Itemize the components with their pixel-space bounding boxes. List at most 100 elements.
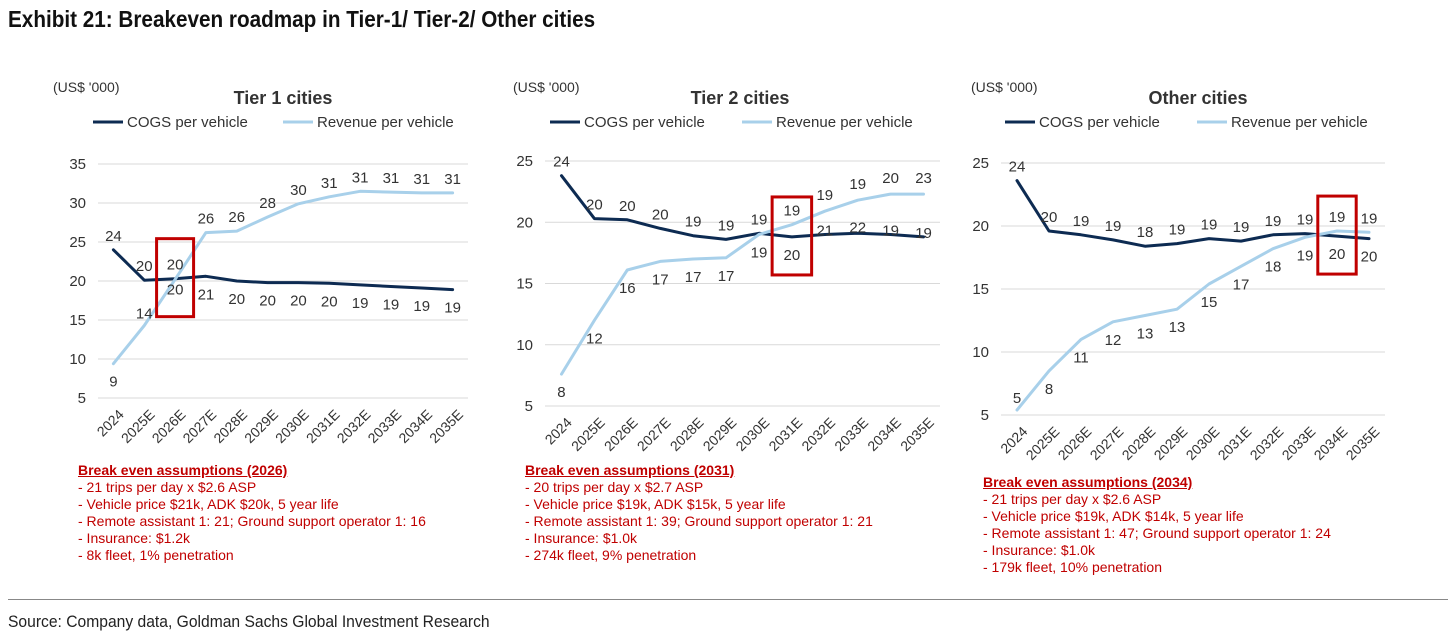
chart-panel-tier2: (US$ '000) Tier 2 cities COGS per vehicle R… bbox=[505, 60, 975, 580]
series-line-cogs bbox=[1015, 179, 1371, 248]
assumption-line: - 8k fleet, 1% penetration bbox=[78, 547, 234, 563]
chart-title: Tier 1 cities bbox=[234, 88, 333, 108]
data-label-revenue: 13 bbox=[1169, 319, 1186, 336]
y-tick-label: 20 bbox=[516, 214, 533, 231]
legend-label-cogs: COGS per vehicle bbox=[1039, 114, 1160, 131]
legend-label-revenue: Revenue per vehicle bbox=[1231, 114, 1368, 131]
data-label-cogs: 20 bbox=[1361, 249, 1378, 266]
x-tick-label: 2032E bbox=[1247, 423, 1287, 463]
data-label-cogs: 19 bbox=[444, 300, 461, 317]
assumption-line: - Remote assistant 1: 21; Ground support… bbox=[78, 513, 426, 529]
assumption-line: - Vehicle price $19k, ADK $14k, 5 year l… bbox=[983, 508, 1244, 524]
assumption-line: - Remote assistant 1: 39; Ground support… bbox=[525, 513, 873, 529]
assumptions-tier2: Break even assumptions (2031) - 20 trips… bbox=[525, 462, 873, 564]
x-tick-label: 2025E bbox=[118, 406, 158, 446]
x-tick-label: 2028E bbox=[1119, 423, 1159, 463]
x-tick-label: 2030E bbox=[272, 406, 312, 446]
assumption-line: - Insurance: $1.2k bbox=[78, 530, 191, 546]
data-label-revenue: 17 bbox=[1233, 276, 1250, 293]
data-label-cogs: 20 bbox=[586, 197, 603, 214]
x-tick-label: 2025E bbox=[1023, 423, 1063, 463]
data-label-cogs: 21 bbox=[816, 223, 833, 240]
x-tick-label: 2030E bbox=[1183, 423, 1223, 463]
data-label-revenue: 12 bbox=[1105, 332, 1122, 349]
x-tick-label: 2027E bbox=[1087, 423, 1127, 463]
assumptions-heading: Break even assumptions (2031) bbox=[525, 462, 735, 478]
legend-label-revenue: Revenue per vehicle bbox=[317, 114, 454, 131]
x-tick-label: 2026E bbox=[601, 414, 641, 454]
series-line-cogs bbox=[111, 248, 455, 292]
footer-divider bbox=[8, 599, 1448, 600]
x-tick-label: 2026E bbox=[149, 406, 189, 446]
data-label-revenue: 16 bbox=[619, 280, 636, 297]
data-label-cogs: 20 bbox=[1041, 209, 1058, 226]
x-tick-label: 2030E bbox=[732, 414, 772, 454]
unit-label: (US$ '000) bbox=[971, 79, 1037, 95]
data-label-cogs: 19 bbox=[1169, 222, 1186, 239]
x-tick-label: 2034E bbox=[864, 414, 904, 454]
x-tick-label: 2029E bbox=[241, 406, 281, 446]
x-tick-label: 2033E bbox=[831, 414, 871, 454]
data-label-revenue: 19 bbox=[1361, 210, 1378, 227]
y-tick-label: 5 bbox=[525, 398, 533, 415]
data-label-cogs: 20 bbox=[619, 198, 636, 215]
data-label-cogs: 18 bbox=[1137, 224, 1154, 241]
data-label-cogs: 20 bbox=[784, 247, 801, 264]
x-tick-label: 2034E bbox=[1311, 423, 1351, 463]
assumption-line: - 21 trips per day x $2.6 ASP bbox=[983, 491, 1162, 507]
y-tick-label: 10 bbox=[972, 344, 989, 361]
x-tick-label: 2026E bbox=[1055, 423, 1095, 463]
data-label-revenue: 17 bbox=[652, 271, 669, 288]
data-label-cogs: 19 bbox=[1297, 212, 1314, 229]
y-tick-label: 15 bbox=[69, 312, 86, 329]
assumption-line: - Remote assistant 1: 47; Ground support… bbox=[983, 525, 1331, 541]
legend-label-cogs: COGS per vehicle bbox=[127, 114, 248, 131]
data-label-revenue: 31 bbox=[383, 170, 400, 187]
chart-title: Other cities bbox=[1148, 88, 1247, 108]
chart-tier2: (US$ '000) Tier 2 cities COGS per vehicle R… bbox=[513, 79, 940, 454]
legend: COGS per vehicle Revenue per vehicle bbox=[93, 114, 454, 131]
y-tick-label: 5 bbox=[981, 407, 989, 424]
data-label-cogs: 20 bbox=[290, 293, 307, 310]
data-label-cogs: 19 bbox=[882, 223, 899, 240]
data-label-cogs: 20 bbox=[652, 206, 669, 223]
x-tick-label: 2034E bbox=[395, 406, 435, 446]
data-label-cogs: 19 bbox=[1233, 219, 1250, 236]
x-tick-label: 2025E bbox=[568, 414, 608, 454]
data-label-revenue: 23 bbox=[915, 170, 932, 187]
data-label-cogs: 19 bbox=[413, 298, 430, 315]
assumption-line: - 21 trips per day x $2.6 ASP bbox=[78, 479, 257, 495]
assumptions-tier1: Break even assumptions (2026) - 21 trips… bbox=[78, 462, 426, 564]
legend-label-revenue: Revenue per vehicle bbox=[776, 114, 913, 131]
data-label-cogs: 20 bbox=[321, 293, 338, 310]
x-tick-label: 2032E bbox=[798, 414, 838, 454]
data-label-cogs: 19 bbox=[915, 225, 932, 242]
x-tick-label: 2027E bbox=[634, 414, 674, 454]
y-tick-label: 10 bbox=[69, 351, 86, 368]
data-label-cogs: 20 bbox=[136, 258, 153, 275]
legend: COGS per vehicle Revenue per vehicle bbox=[1005, 114, 1368, 131]
assumption-line: - Vehicle price $19k, ADK $15k, 5 year l… bbox=[525, 496, 786, 512]
data-label-revenue: 26 bbox=[198, 211, 215, 228]
legend-label-cogs: COGS per vehicle bbox=[584, 114, 705, 131]
series-line-revenue bbox=[560, 192, 925, 376]
x-tick-label: 2035E bbox=[426, 406, 466, 446]
data-label-revenue: 19 bbox=[849, 176, 866, 193]
series-line-revenue bbox=[1015, 229, 1371, 412]
y-tick-label: 30 bbox=[69, 195, 86, 212]
legend: COGS per vehicle Revenue per vehicle bbox=[550, 114, 913, 131]
assumption-line: - Insurance: $1.0k bbox=[525, 530, 638, 546]
assumption-line: - 274k fleet, 9% penetration bbox=[525, 547, 697, 563]
breakeven-highlight-box bbox=[770, 195, 814, 277]
unit-label: (US$ '000) bbox=[53, 79, 119, 95]
breakeven-highlight-box bbox=[1316, 194, 1358, 276]
data-label-cogs: 19 bbox=[751, 211, 768, 228]
chart-title: Tier 2 cities bbox=[691, 88, 790, 108]
x-tick-label: 2029E bbox=[1151, 423, 1191, 463]
data-label-revenue: 13 bbox=[1137, 325, 1154, 342]
data-label-revenue: 17 bbox=[718, 268, 735, 285]
x-tick-label: 2031E bbox=[303, 406, 343, 446]
chart-panel-other: (US$ '000) Other cities COGS per vehicle Re… bbox=[963, 60, 1433, 580]
y-tick-label: 25 bbox=[516, 153, 533, 170]
y-tick-label: 10 bbox=[516, 337, 533, 354]
